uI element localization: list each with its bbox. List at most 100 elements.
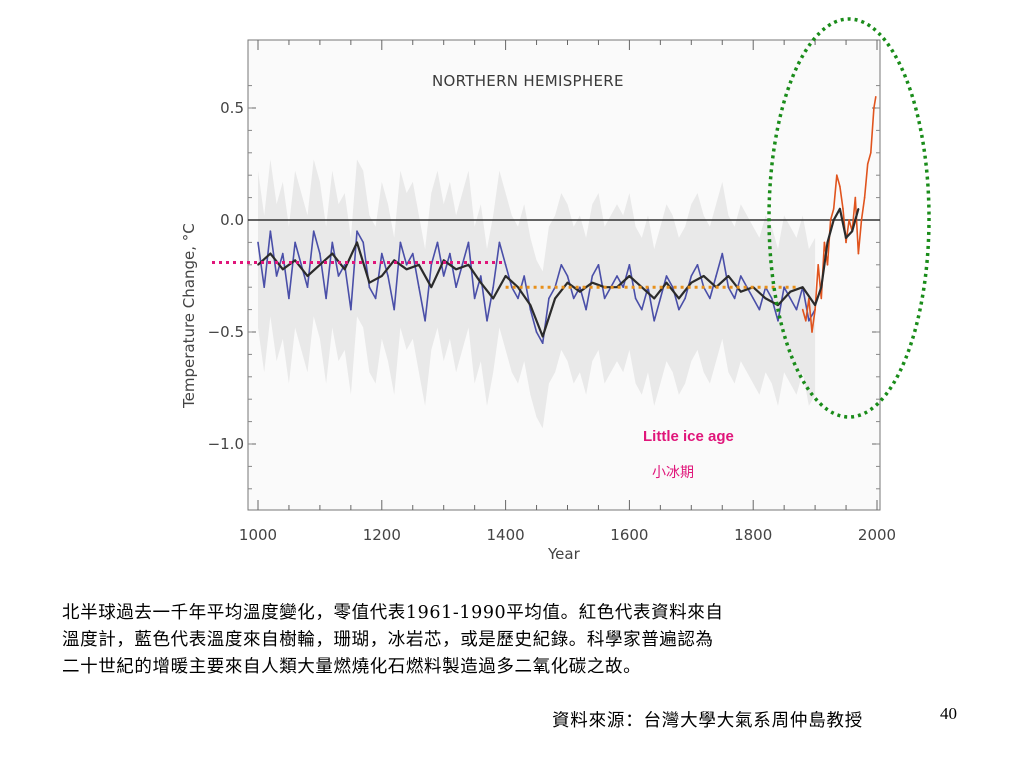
series-point <box>405 268 408 271</box>
series-point <box>510 286 513 289</box>
series-point <box>529 308 532 311</box>
series-point <box>848 219 850 221</box>
y-tick-labels: 0.5 0.0 −0.5 −1.0 <box>208 99 244 453</box>
series-point <box>678 308 680 311</box>
series-point <box>529 304 532 306</box>
series-point <box>337 275 340 277</box>
series-point <box>455 268 457 271</box>
series-point <box>554 297 556 300</box>
series-point <box>424 320 426 322</box>
series-point <box>517 286 519 289</box>
series-point <box>634 297 637 300</box>
series-point <box>832 208 835 210</box>
caption-line: 北半球過去一千年平均溫度變化，零值代表1961-1990平均值。紅色代表資料來自 <box>62 603 724 623</box>
x-tick-label: 1200 <box>363 526 401 544</box>
series-point <box>281 268 284 271</box>
series-point <box>257 241 259 244</box>
series-point <box>721 252 724 255</box>
series-point <box>436 241 439 244</box>
series-point <box>294 241 296 244</box>
series-point <box>733 297 736 300</box>
series-point <box>548 297 550 300</box>
x-tick-labels: 1000 1200 1400 1600 1800 2000 <box>239 526 896 544</box>
series-point <box>486 320 488 322</box>
series-point <box>665 281 668 284</box>
annotation-little-ice-age-zh: 小冰期 <box>652 465 694 481</box>
series-point <box>770 297 773 300</box>
series-point <box>275 275 278 277</box>
series-point <box>405 264 408 266</box>
series-point <box>467 264 470 266</box>
series-point <box>331 241 334 244</box>
caption: 北半球過去一千年平均溫度變化，零值代表1961-1990平均值。紅色代表資料來自… <box>62 600 982 681</box>
series-point <box>845 241 847 244</box>
series-point <box>356 230 358 232</box>
x-tick-label: 2000 <box>858 526 896 544</box>
x-tick-label: 1000 <box>239 526 277 544</box>
series-point <box>418 286 420 289</box>
series-point <box>325 297 327 300</box>
series-point <box>801 308 804 311</box>
series-point <box>263 286 265 289</box>
series-point <box>331 252 334 255</box>
series-point <box>492 286 495 289</box>
series-point <box>517 297 519 300</box>
series-point <box>523 275 525 277</box>
series-point <box>665 275 668 277</box>
series-point <box>727 275 730 277</box>
series-point <box>387 275 389 277</box>
y-axis-label: Temperature Change, °C <box>180 223 198 409</box>
series-point <box>603 297 606 300</box>
series-point <box>814 308 816 311</box>
series-point <box>399 241 402 244</box>
chart-figure: 1000 1200 1400 1600 1800 2000 0.50.0−0.5−1.0 … <box>180 17 931 563</box>
series-point <box>294 259 296 262</box>
series-point <box>808 320 810 322</box>
series-point <box>860 219 863 221</box>
series-point <box>381 275 383 277</box>
series-point <box>374 297 377 300</box>
series-point <box>628 275 631 277</box>
series-point <box>851 230 854 232</box>
y-tick-label: −0.5 <box>208 323 244 341</box>
series-point <box>566 275 569 277</box>
y-tick-label: 0.5 <box>220 99 244 117</box>
series-point <box>579 290 581 293</box>
series-point <box>740 275 742 277</box>
series-point <box>752 297 754 300</box>
series-point <box>764 297 767 300</box>
chart-title: NORTHERN HEMISPHERE <box>432 72 624 90</box>
series-point <box>777 320 779 322</box>
series-point <box>535 331 538 333</box>
series-point <box>467 241 470 244</box>
x-axis-label: Year <box>547 545 581 563</box>
series-point <box>616 286 618 289</box>
uncertainty-band-layer <box>258 159 816 429</box>
series-point <box>820 297 823 300</box>
series-point <box>411 252 414 255</box>
series-point <box>591 275 594 277</box>
series-point <box>653 297 655 300</box>
series-point <box>789 290 792 293</box>
series-point <box>805 320 807 322</box>
series-point <box>312 230 315 232</box>
series-point <box>857 252 860 255</box>
series-point <box>257 264 259 266</box>
series-point <box>362 241 365 244</box>
series-point <box>789 297 792 300</box>
series-point <box>504 264 507 266</box>
series-point <box>870 152 872 154</box>
series-point <box>740 290 742 293</box>
series-point <box>585 308 587 311</box>
series-point <box>498 241 501 244</box>
series-point <box>823 241 826 244</box>
series-point <box>826 264 829 266</box>
series-point <box>579 286 581 289</box>
series-point <box>671 286 674 289</box>
series-point <box>560 264 563 266</box>
series-point <box>393 259 395 262</box>
series-point <box>758 308 761 311</box>
series-point <box>640 308 643 311</box>
series-point <box>622 286 625 289</box>
series-point <box>811 331 813 333</box>
